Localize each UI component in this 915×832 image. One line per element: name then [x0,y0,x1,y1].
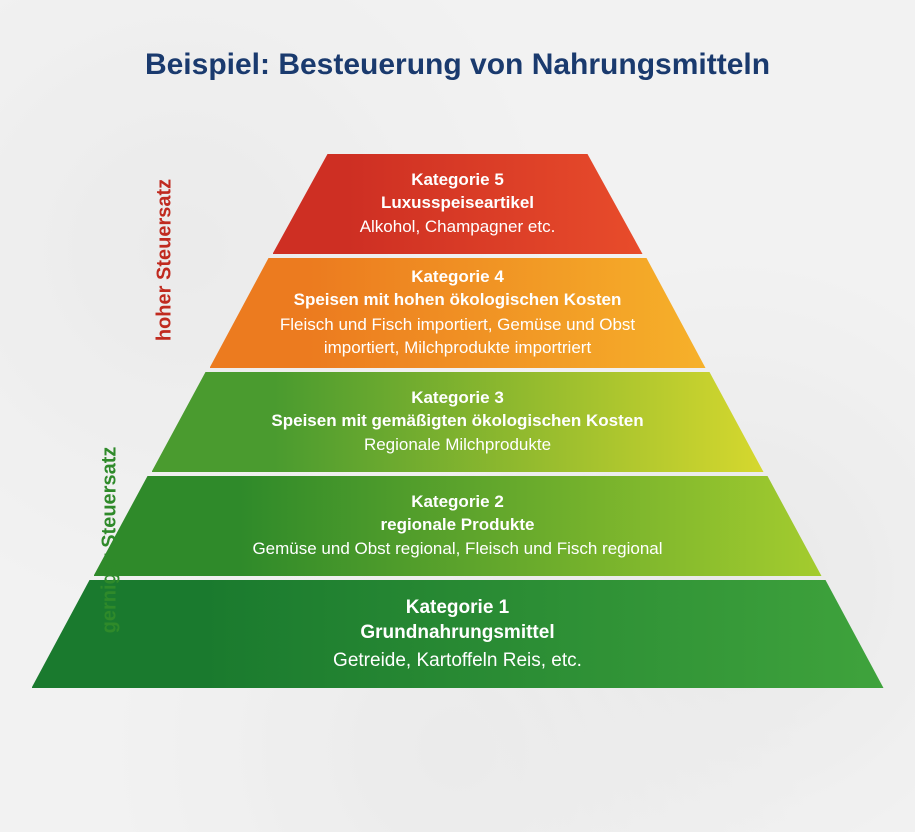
level-category: Kategorie 3 [411,387,504,410]
pyramid-level-3: Kategorie 3Speisen mit gemäßigten ökolog… [152,372,764,472]
level-description: Gemüse und Obst regional, Fleisch und Fi… [252,538,662,561]
level-description: Regionale Milchprodukte [364,434,551,457]
level-subtitle: Speisen mit hohen ökologischen Kosten [294,289,622,312]
level-description: Getreide, Kartoffeln Reis, etc. [333,648,582,674]
level-category: Kategorie 1 [406,595,509,621]
axis-label-high-tax: hoher Steuersatz [154,179,177,341]
level-category: Kategorie 5 [411,169,504,192]
pyramid-level-1: Kategorie 1GrundnahrungsmittelGetreide, … [32,580,884,688]
level-subtitle: Luxusspeiseartikel [381,192,534,215]
pyramid-level-5: Kategorie 5LuxusspeiseartikelAlkohol, Ch… [273,154,643,254]
level-category: Kategorie 2 [411,491,504,514]
level-subtitle: Speisen mit gemäßigten ökologischen Kost… [271,410,643,433]
level-subtitle: regionale Produkte [381,514,535,537]
level-description: Alkohol, Champagner etc. [360,216,556,239]
axis-label-low-tax: gerniger Steuersatz [99,447,122,634]
page-title: Beispiel: Besteuerung von Nahrungsmittel… [0,48,915,82]
level-subtitle: Grundnahrungsmittel [360,620,554,646]
pyramid-level-2: Kategorie 2regionale ProdukteGemüse und … [94,476,822,576]
level-category: Kategorie 4 [411,266,504,289]
pyramid-level-4: Kategorie 4Speisen mit hohen ökologische… [210,258,706,368]
level-description: Fleisch und Fisch importiert, Gemüse und… [278,314,637,360]
